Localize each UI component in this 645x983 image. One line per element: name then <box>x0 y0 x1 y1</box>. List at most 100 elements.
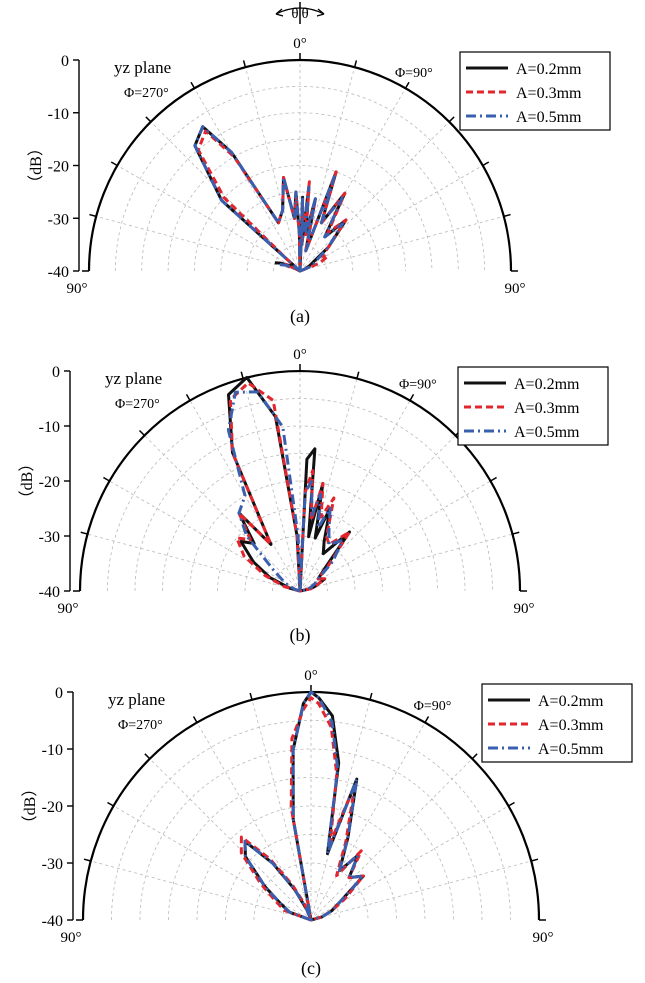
theta-indicator-arc <box>275 7 325 15</box>
angle-tick <box>471 753 478 760</box>
legend-label: A=0.2mm <box>538 693 604 710</box>
grid-spoke <box>310 860 532 921</box>
angle-tick <box>240 371 244 379</box>
angle-tick <box>369 692 373 700</box>
phi-right-label: Φ=90° <box>414 699 452 714</box>
angle-tick <box>404 81 410 89</box>
series-line-3 <box>243 690 365 922</box>
angle-label-top: 0° <box>293 347 307 363</box>
grid-spoke <box>117 165 301 272</box>
grid-ring <box>168 777 454 921</box>
r-tick-label: -20 <box>42 799 63 816</box>
grid-spoke <box>149 758 312 921</box>
angle-tick <box>353 60 358 68</box>
grid-spoke <box>251 699 312 921</box>
legend-box <box>481 683 633 763</box>
series-line-1 <box>193 125 348 273</box>
outer-boundary-arc <box>87 58 513 272</box>
grid-spoke <box>299 216 504 272</box>
grid-spoke <box>144 435 301 592</box>
r-axis-title: （dB） <box>21 781 39 832</box>
angle-tick <box>83 858 91 862</box>
polar-chart-b: 0 -10 -20 -30 -40 （dB） 0° 90° 90° yz plane Φ=270° Φ… <box>18 347 609 646</box>
grid-spoke <box>96 216 301 272</box>
r-tick-label: -30 <box>39 529 60 546</box>
grid-ring <box>194 165 406 272</box>
angle-tick <box>185 394 191 401</box>
legend-label: A=0.3mm <box>514 400 580 417</box>
grid-spoke <box>299 378 358 592</box>
angle-tick <box>531 858 539 862</box>
r-tick-label: -30 <box>42 856 63 873</box>
grid-spoke <box>299 435 456 592</box>
angle-tick <box>512 531 520 535</box>
angle-tick <box>448 116 455 123</box>
angle-tick <box>138 429 145 436</box>
r-tick-label: -10 <box>48 106 69 123</box>
angle-tick <box>103 476 110 482</box>
r-tick-label: -40 <box>39 584 60 601</box>
r-tick-label: 0 <box>55 685 63 702</box>
grid-spoke <box>299 88 406 272</box>
theta-indicator-arrow-left <box>275 8 284 17</box>
phi-left-label: Φ=270° <box>124 86 169 101</box>
r-tick-label: 0 <box>52 364 60 381</box>
phi-right-label: Φ=90° <box>395 66 433 81</box>
theta-rotation-indicator: θ|θ <box>275 2 325 24</box>
angle-tick <box>145 116 152 123</box>
grid-spoke <box>310 699 371 921</box>
r-tick-label: -20 <box>39 474 60 491</box>
angle-tick <box>409 394 415 401</box>
angle-tick <box>490 476 497 482</box>
legend-label: A=0.5mm <box>516 109 582 126</box>
grid-ring <box>114 85 486 272</box>
grid-ring <box>220 191 380 272</box>
r-tick-label: -10 <box>39 419 60 436</box>
grid-spoke <box>194 88 301 272</box>
angle-tick <box>190 81 196 89</box>
legend-label: A=0.3mm <box>516 85 582 102</box>
angle-tick <box>89 213 97 218</box>
phi-left-label: Φ=270° <box>115 397 160 412</box>
angle-label-left: 90° <box>61 930 82 946</box>
angle-tick <box>356 371 360 379</box>
plane-label: yz plane <box>105 369 162 388</box>
angle-label-right: 90° <box>514 601 535 617</box>
grid-ring <box>167 138 433 272</box>
grid-ring <box>217 508 383 592</box>
grid-spoke <box>299 400 411 592</box>
grid-spoke <box>109 480 301 592</box>
grid-ring <box>253 862 369 921</box>
grid-ring <box>162 453 438 592</box>
phi-left-label: Φ=270° <box>118 718 163 733</box>
theta-indicator-arrow-right <box>316 8 325 17</box>
r-tick-label: -40 <box>48 264 69 281</box>
panel-caption: (c) <box>301 958 321 979</box>
plane-label: yz plane <box>114 58 171 77</box>
legend-label: A=0.3mm <box>538 717 604 734</box>
theta-indicator-label: θ|θ <box>291 6 308 22</box>
angle-label-right: 90° <box>533 930 554 946</box>
legend-box <box>457 366 609 446</box>
grid-spoke <box>90 860 312 921</box>
angle-tick <box>192 716 198 723</box>
angle-tick <box>503 213 511 218</box>
polar-chart-a: 0 -10 -20 -30 -40 （dB） 0° 90° 90° yz plane Φ=270° Φ… <box>27 36 611 327</box>
polar-chart-c: 0 -10 -20 -30 -40 （dB） 0° 90° 90° yz plane Φ=270° Φ… <box>21 668 633 979</box>
grid-spoke <box>299 165 483 272</box>
r-axis-title: （dB） <box>18 456 36 507</box>
r-axis-title: （dB） <box>27 140 45 191</box>
legend-label: A=0.5mm <box>514 424 580 441</box>
angle-label-left: 90° <box>67 281 88 297</box>
angle-label-right: 90° <box>505 281 526 297</box>
angle-label-left: 90° <box>58 601 79 617</box>
grid-spoke <box>87 533 301 592</box>
angle-tick <box>249 692 253 700</box>
angle-tick <box>144 753 151 760</box>
angle-tick <box>110 161 118 167</box>
panel-caption: (a) <box>290 306 310 327</box>
grid-spoke <box>310 758 473 921</box>
angle-label-top: 0° <box>293 36 307 52</box>
legend-box <box>459 51 611 131</box>
